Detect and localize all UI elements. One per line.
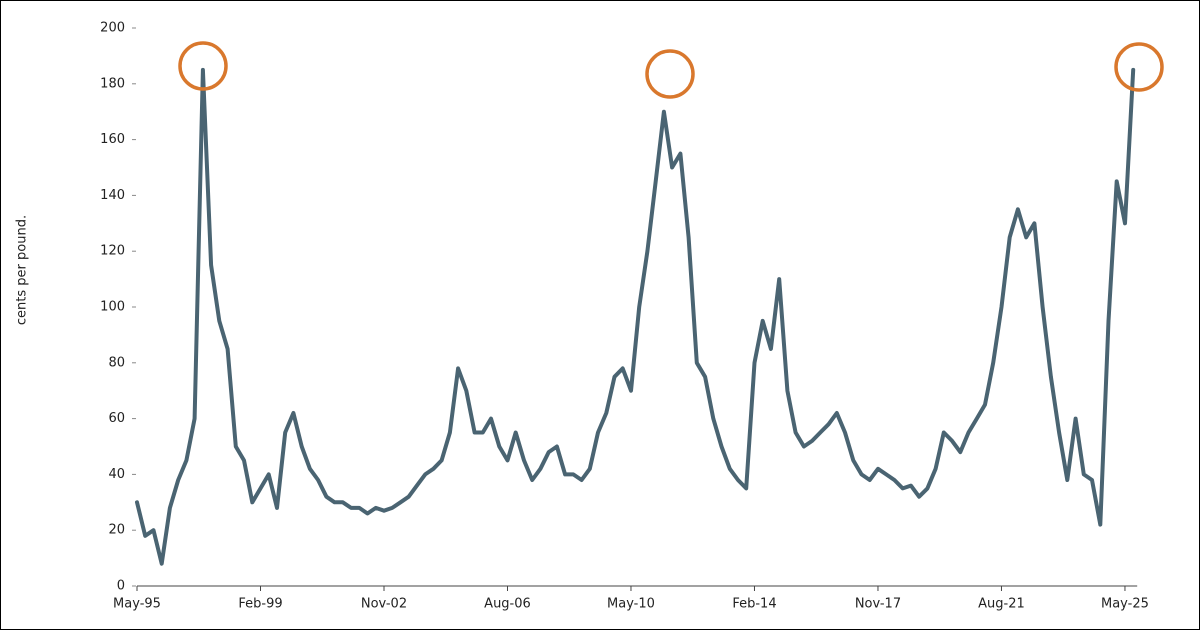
- x-tick-label: Feb-14: [732, 597, 776, 612]
- series-line: [135, 67, 1136, 566]
- x-tick-label: Nov-02: [361, 597, 407, 612]
- x-tick-label: May-10: [607, 597, 655, 612]
- x-tick-label: Feb-99: [238, 597, 282, 612]
- x-tick-label: Aug-21: [978, 597, 1025, 612]
- highlight-circle: [1114, 42, 1164, 92]
- y-tick-label: 120: [100, 244, 125, 259]
- y-tick-label: 140: [100, 188, 125, 203]
- y-tick-label: 200: [100, 21, 125, 36]
- y-tick-label: 60: [108, 411, 125, 426]
- y-tick-label: 80: [108, 355, 125, 370]
- y-tick-label: 0: [117, 579, 125, 594]
- x-tick-label: May-25: [1101, 597, 1149, 612]
- y-tick-label: 40: [108, 467, 125, 482]
- y-tick-label: 160: [100, 132, 125, 147]
- highlight-circle: [178, 41, 228, 91]
- y-axis-label: cents per pound.: [15, 215, 30, 325]
- x-tick-label: Nov-17: [855, 597, 901, 612]
- x-tick-label: May-95: [113, 597, 161, 612]
- highlight-circle: [645, 49, 695, 99]
- highlights: [178, 41, 1164, 99]
- y-tick-label: 20: [108, 523, 125, 538]
- y-tick-label: 180: [100, 76, 125, 91]
- y-tick-label: 100: [100, 300, 125, 315]
- x-tick-label: Aug-06: [484, 597, 531, 612]
